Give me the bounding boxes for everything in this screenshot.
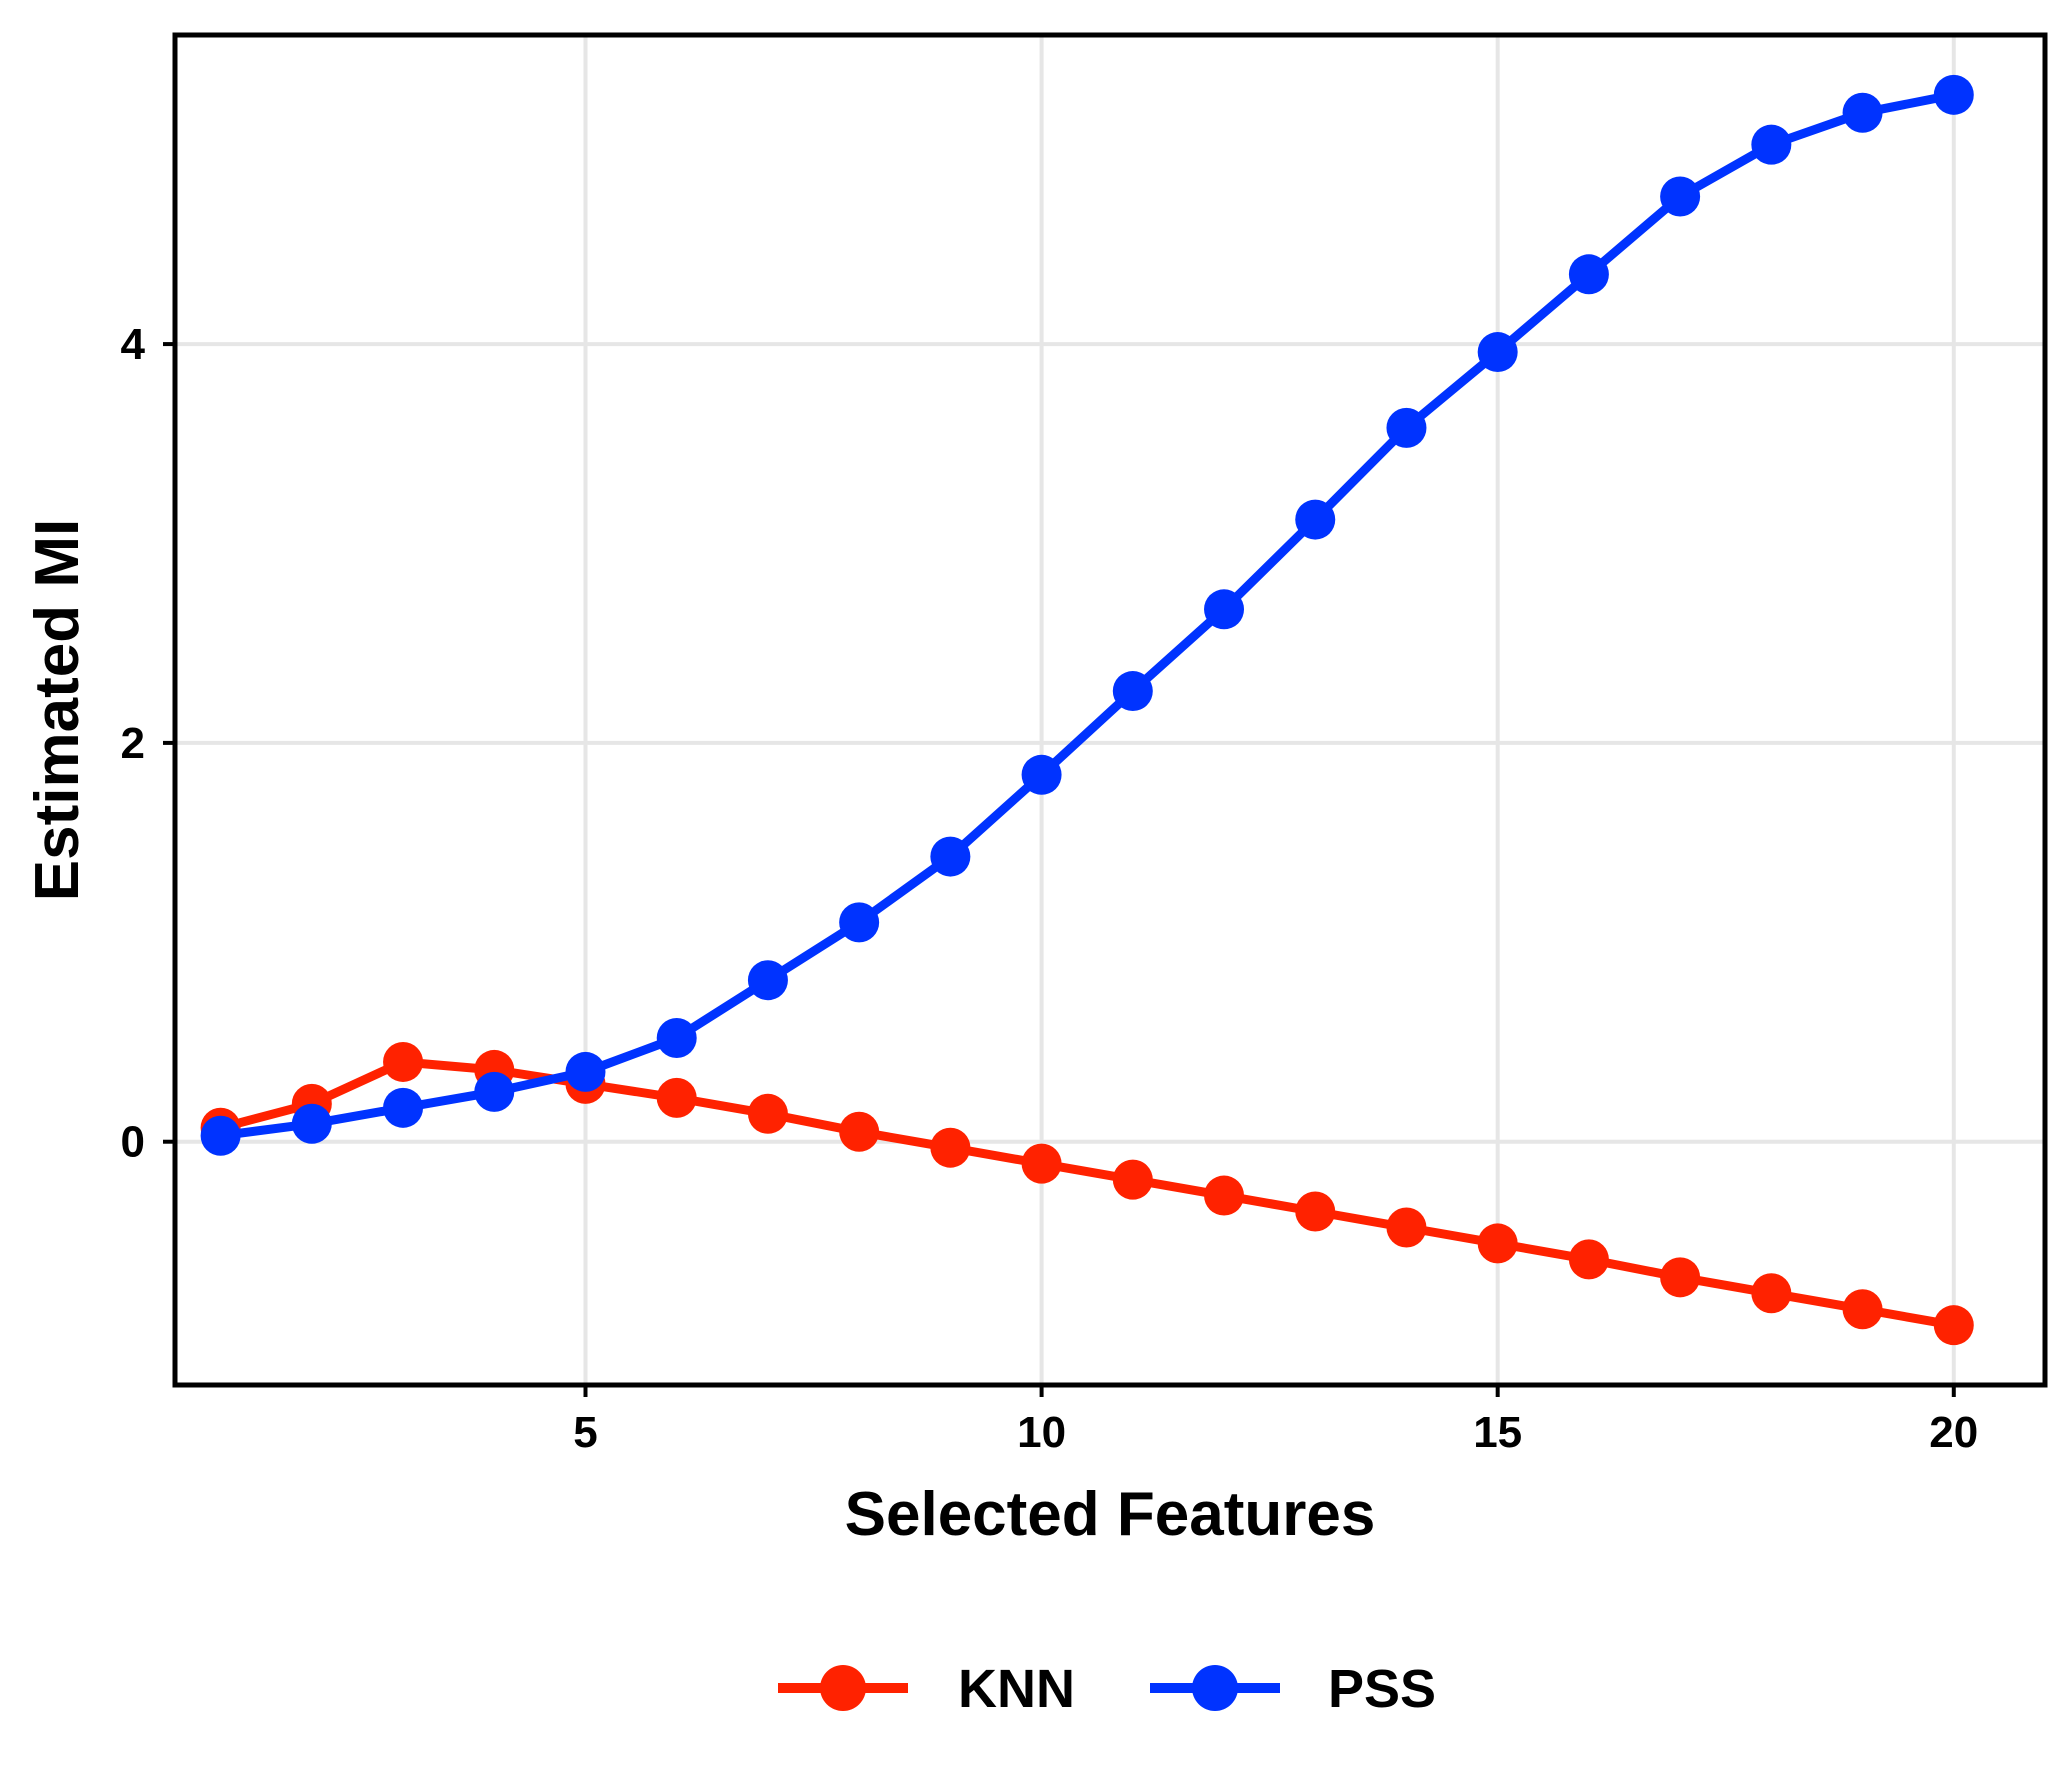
x-tick-label: 10 [1017,1408,1066,1457]
data-point-pss [930,836,971,877]
data-point-knn [1568,1239,1609,1280]
data-point-knn [747,1093,788,1134]
data-point-pss [1204,589,1245,630]
x-tick-label: 20 [1929,1408,1978,1457]
legend-label-knn: KNN [958,1659,1075,1719]
ticks: 5 10 15 20 0 2 4 [121,320,1979,1457]
x-tick-label: 15 [1473,1408,1522,1457]
data-point-pss [565,1051,606,1092]
data-point-knn [1477,1223,1518,1264]
data-point-knn [1295,1191,1336,1232]
data-point-knn [1386,1207,1427,1248]
data-point-pss [383,1087,424,1128]
data-point-pss [1568,254,1609,295]
data-point-pss [1933,74,1974,115]
legend-marker-knn [820,1665,866,1711]
legend-item-pss: PSS [1150,1659,1436,1719]
data-point-pss [291,1103,332,1144]
data-point-knn [383,1041,424,1082]
data-point-knn [1112,1159,1153,1200]
data-point-pss [474,1071,515,1112]
data-point-pss [839,902,880,943]
data-point-pss [1021,754,1062,795]
y-tick-label: 0 [121,1118,145,1167]
grid [175,35,2045,1385]
data-point-pss [1295,499,1336,540]
data-point-pss [200,1115,241,1156]
data-point-pss [1386,407,1427,448]
x-axis-title: Selected Features [845,1480,1376,1549]
data-point-knn [1751,1273,1792,1314]
y-axis-title: Estimated MI [23,519,92,901]
data-point-pss [1660,176,1701,217]
data-point-knn [839,1111,880,1152]
data-point-pss [656,1018,697,1059]
data-point-pss [1751,124,1792,165]
data-point-knn [1842,1289,1883,1330]
legend: KNN PSS [778,1659,1436,1719]
data-point-knn [1204,1175,1245,1216]
legend-item-knn: KNN [778,1659,1075,1719]
y-tick-label: 2 [121,719,145,768]
data-point-knn [1021,1143,1062,1184]
legend-label-pss: PSS [1328,1659,1436,1719]
data-point-pss [747,960,788,1001]
data-point-knn [1660,1257,1701,1298]
data-point-pss [1842,92,1883,133]
legend-marker-pss [1192,1665,1238,1711]
series-layer [200,74,1974,1346]
data-point-knn [1933,1305,1974,1346]
data-point-knn [930,1127,971,1168]
x-tick-label: 5 [573,1408,597,1457]
plot-frame [172,32,2048,1388]
data-point-pss [1477,332,1518,373]
data-point-knn [656,1077,697,1118]
y-tick-label: 4 [121,320,146,369]
data-point-pss [1112,671,1153,712]
